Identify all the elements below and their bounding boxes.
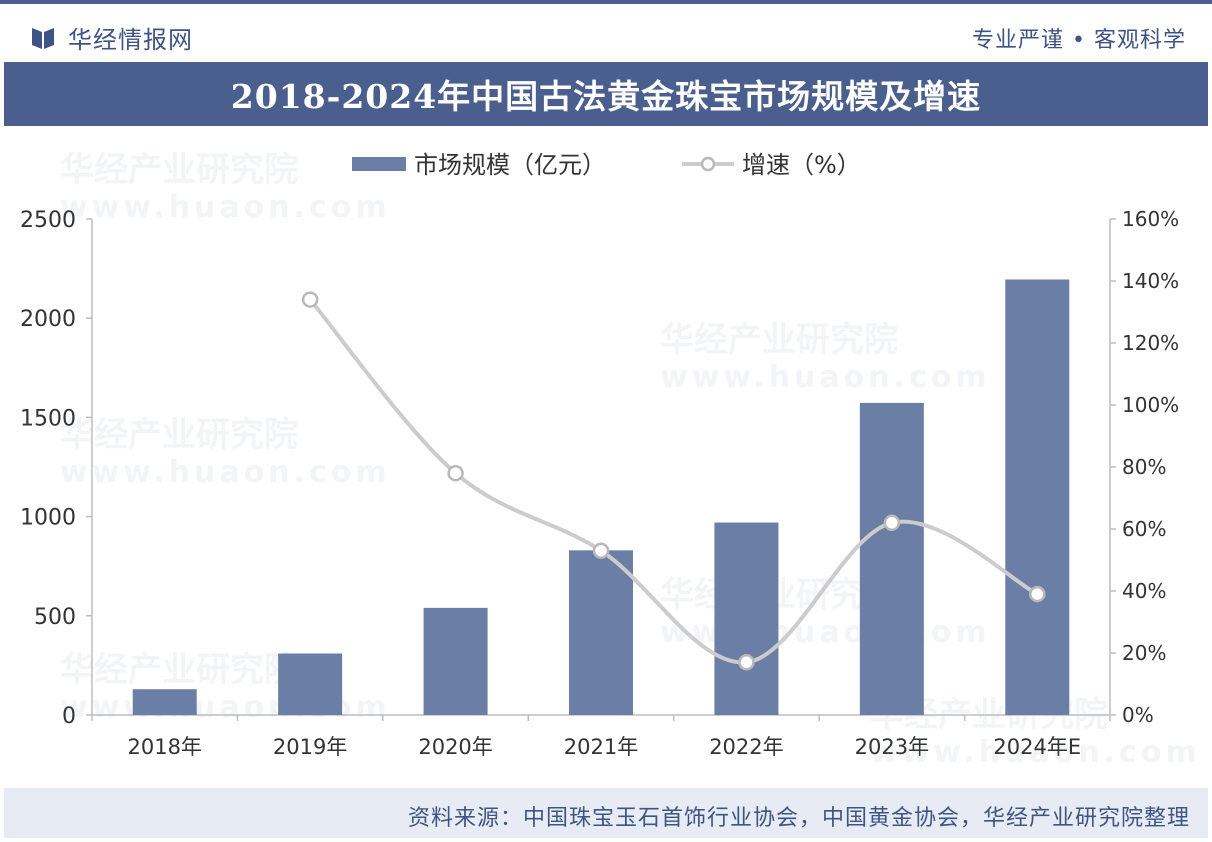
y-left-tick-label: 500 bbox=[34, 605, 76, 630]
x-tick-label: 2020年 bbox=[418, 735, 492, 759]
y-right-tick-label: 60% bbox=[1122, 517, 1166, 541]
legend-line-label: 增速（%） bbox=[742, 151, 861, 179]
y-right-tick-label: 160% bbox=[1122, 207, 1179, 231]
y-left-tick-label: 2500 bbox=[20, 208, 76, 233]
brand-logo-icon bbox=[32, 27, 54, 49]
watermark-url: www.huaon.com bbox=[60, 455, 391, 490]
legend-line-marker bbox=[700, 156, 716, 172]
y-left-tick-label: 0 bbox=[62, 704, 76, 729]
source-note: 资料来源：中国珠宝玉石首饰行业协会，中国黄金协会，华经产业研究院整理 bbox=[407, 806, 1190, 831]
growth-line bbox=[308, 298, 1039, 665]
watermark-name: 华经产业研究院 bbox=[60, 415, 298, 455]
growth-point bbox=[1029, 585, 1046, 603]
watermark-name: 华经产业研究院 bbox=[60, 150, 298, 190]
y-right-tick-label: 80% bbox=[1122, 455, 1166, 479]
y-right-tick-label: 100% bbox=[1122, 393, 1179, 417]
top-accent-line bbox=[0, 0, 1212, 4]
y-right-tick-label: 20% bbox=[1122, 641, 1166, 665]
legend-bar-swatch bbox=[352, 157, 406, 171]
bar-2023年 bbox=[859, 402, 924, 715]
chart-title: 2018-2024年中国古法黄金珠宝市场规模及增速 bbox=[230, 77, 982, 116]
watermark-url: www.huaon.com bbox=[660, 615, 991, 650]
footer: 资料来源：中国珠宝玉石首饰行业协会，中国黄金协会，华经产业研究院整理 bbox=[4, 788, 1208, 838]
growth-point bbox=[738, 654, 755, 671]
watermark-name: 华经产业研究院 bbox=[660, 575, 898, 615]
x-tick-label: 2018年 bbox=[127, 735, 201, 759]
y-right-tick-label: 0% bbox=[1122, 703, 1154, 727]
y-left-tick-label: 1500 bbox=[20, 406, 76, 431]
y-right-tick-label: 40% bbox=[1122, 579, 1166, 603]
growth-point bbox=[301, 291, 319, 308]
watermark-name: 华经产业研究院 bbox=[660, 320, 898, 360]
watermark-url: www.huaon.com bbox=[660, 360, 991, 395]
x-tick-label: 2021年 bbox=[564, 735, 638, 759]
title-bar: 2018-2024年中国古法黄金珠宝市场规模及增速 bbox=[4, 62, 1208, 126]
brand-name: 华经情报网 bbox=[68, 26, 193, 54]
bar-2024年E bbox=[1005, 279, 1070, 715]
bar-2021年 bbox=[569, 550, 633, 715]
x-tick-label: 2023年 bbox=[855, 735, 929, 759]
bar-2022年 bbox=[714, 522, 779, 715]
watermark-url: www.huaon.com bbox=[60, 190, 391, 225]
y-left-tick-label: 1000 bbox=[20, 506, 76, 531]
bar-2019年 bbox=[278, 653, 343, 715]
bar-2020年 bbox=[423, 607, 488, 715]
x-tick-label: 2019年 bbox=[273, 735, 347, 759]
growth-point bbox=[592, 542, 610, 559]
header: 华经情报网 专业严谨 • 客观科学 bbox=[0, 4, 1212, 62]
watermark-url: www.huaon.com bbox=[870, 735, 1201, 770]
chart-area: 华经产业研究院 www.huaon.com 华经产业研究院 www.huaon.com… bbox=[0, 126, 1212, 786]
motto: 专业严谨 • 客观科学 bbox=[972, 28, 1186, 53]
legend: 市场规模（亿元） 增速（%） bbox=[352, 151, 861, 179]
x-tick-label: 2022年 bbox=[709, 735, 783, 759]
bar-2018年 bbox=[132, 689, 197, 715]
y-right-tick-label: 140% bbox=[1122, 269, 1179, 293]
y-right-tick-label: 120% bbox=[1122, 331, 1179, 355]
chart-svg: 华经产业研究院www.huaon.com华经产业研究院www.huaon.com… bbox=[20, 150, 1201, 770]
watermark-name: 华经产业研究院 bbox=[60, 650, 298, 690]
legend-bar-label: 市场规模（亿元） bbox=[414, 151, 606, 179]
growth-point bbox=[883, 514, 901, 532]
brand: 华经情报网 bbox=[30, 20, 193, 55]
y-left-tick-label: 2000 bbox=[20, 307, 76, 332]
growth-point bbox=[447, 464, 464, 482]
x-tick-label: 2024年E bbox=[993, 735, 1081, 759]
